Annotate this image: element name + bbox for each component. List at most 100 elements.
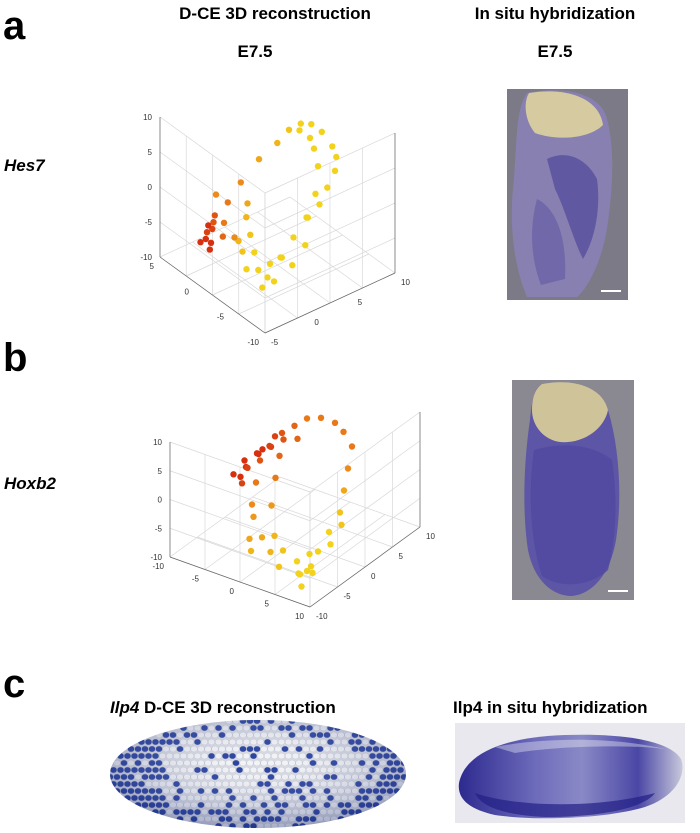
data-point (250, 513, 257, 520)
data-point (297, 120, 304, 127)
tick-label-z: 0 (158, 496, 163, 505)
data-point (274, 139, 281, 147)
data-point (267, 548, 274, 556)
data-point (206, 246, 213, 253)
tick-label-z: -10 (150, 553, 162, 562)
data-point (259, 284, 266, 291)
tick-label-z: 0 (148, 183, 153, 192)
data-point (314, 163, 322, 170)
data-point (325, 528, 333, 536)
tick-label-z: 5 (148, 148, 153, 157)
data-point (324, 184, 331, 191)
data-point (258, 534, 266, 541)
panel-letter-a: a (3, 4, 26, 48)
data-point (307, 563, 315, 570)
tick-label-left: 10 (295, 612, 304, 621)
data-point (275, 563, 283, 570)
data-point (306, 550, 313, 558)
data-point (333, 153, 340, 161)
data-point (340, 428, 347, 435)
data-point (295, 570, 302, 577)
data-point (230, 471, 237, 478)
data-point (340, 487, 348, 494)
tick-label-left: -5 (217, 313, 225, 322)
tick-label-right: -5 (344, 592, 352, 601)
data-point (294, 435, 301, 442)
data-point (308, 121, 315, 128)
data-point (243, 266, 250, 273)
data-point (331, 419, 339, 426)
data-point (296, 127, 303, 134)
tick-label-left: -10 (247, 338, 259, 347)
data-point (312, 190, 319, 197)
panel-letter-c: c (3, 662, 26, 706)
data-point (237, 473, 244, 480)
tick-label-left: -5 (192, 575, 200, 584)
data-point (317, 414, 325, 421)
data-point (247, 547, 255, 555)
data-point (211, 212, 218, 219)
stage-label-left: E7.5 (237, 42, 273, 61)
data-point (285, 126, 293, 133)
data-point (314, 548, 322, 555)
tick-label-z: 10 (143, 113, 152, 122)
data-point (310, 145, 318, 152)
tick-label-right: 10 (426, 532, 435, 541)
data-point (289, 262, 296, 269)
data-point (237, 179, 244, 186)
data-point (276, 452, 283, 459)
caption-gene-ilp4: Ilp4 (110, 698, 140, 717)
data-point (309, 569, 316, 576)
in-situ-image-hes7 (507, 89, 628, 300)
data-point (255, 266, 262, 274)
tick-label-left: 5 (150, 262, 155, 271)
data-point (212, 191, 220, 198)
tick-label-left: 0 (230, 587, 235, 596)
tick-label-right: 0 (371, 572, 376, 581)
data-point (264, 274, 271, 281)
data-point (255, 156, 263, 163)
tick-label-z: 5 (158, 467, 163, 476)
data-point (197, 239, 204, 246)
header-in-situ: In situ hybridization (474, 4, 636, 23)
tick-label-z: -5 (155, 524, 163, 533)
panel-letter-b: b (3, 336, 28, 380)
data-point (266, 260, 274, 267)
stage-label-right: E7.5 (537, 42, 573, 61)
tick-label-left: 0 (185, 287, 190, 296)
data-point (251, 249, 258, 256)
data-point (210, 219, 217, 226)
data-point (219, 233, 226, 240)
data-point (267, 443, 275, 450)
tick-label-z: -5 (145, 218, 153, 227)
data-point (278, 429, 286, 437)
data-point (279, 547, 287, 554)
data-point (304, 214, 311, 221)
data-point (248, 501, 256, 508)
data-point (205, 222, 212, 229)
data-point (220, 219, 228, 226)
data-point (252, 479, 260, 486)
data-point (202, 235, 209, 243)
data-point (338, 521, 345, 528)
data-point (239, 248, 246, 255)
data-point (238, 480, 246, 487)
data-point (259, 446, 266, 453)
data-point (291, 422, 298, 429)
tick-label-left: -10 (152, 562, 164, 571)
tick-label-right: -10 (316, 612, 328, 621)
data-point (244, 464, 251, 471)
data-point (224, 199, 231, 206)
tick-label-right: 0 (314, 318, 319, 327)
caption-rest: D-CE 3D reconstruction (139, 698, 336, 717)
tick-label-z: -10 (140, 253, 152, 262)
in-situ-image-ilp4 (455, 723, 685, 823)
in-situ-image-hoxb2 (512, 380, 634, 600)
gene-label-hoxb2: Hoxb2 (4, 474, 56, 493)
data-point (268, 502, 275, 509)
data-point (247, 231, 254, 238)
data-point (280, 436, 287, 443)
data-point (306, 134, 314, 142)
